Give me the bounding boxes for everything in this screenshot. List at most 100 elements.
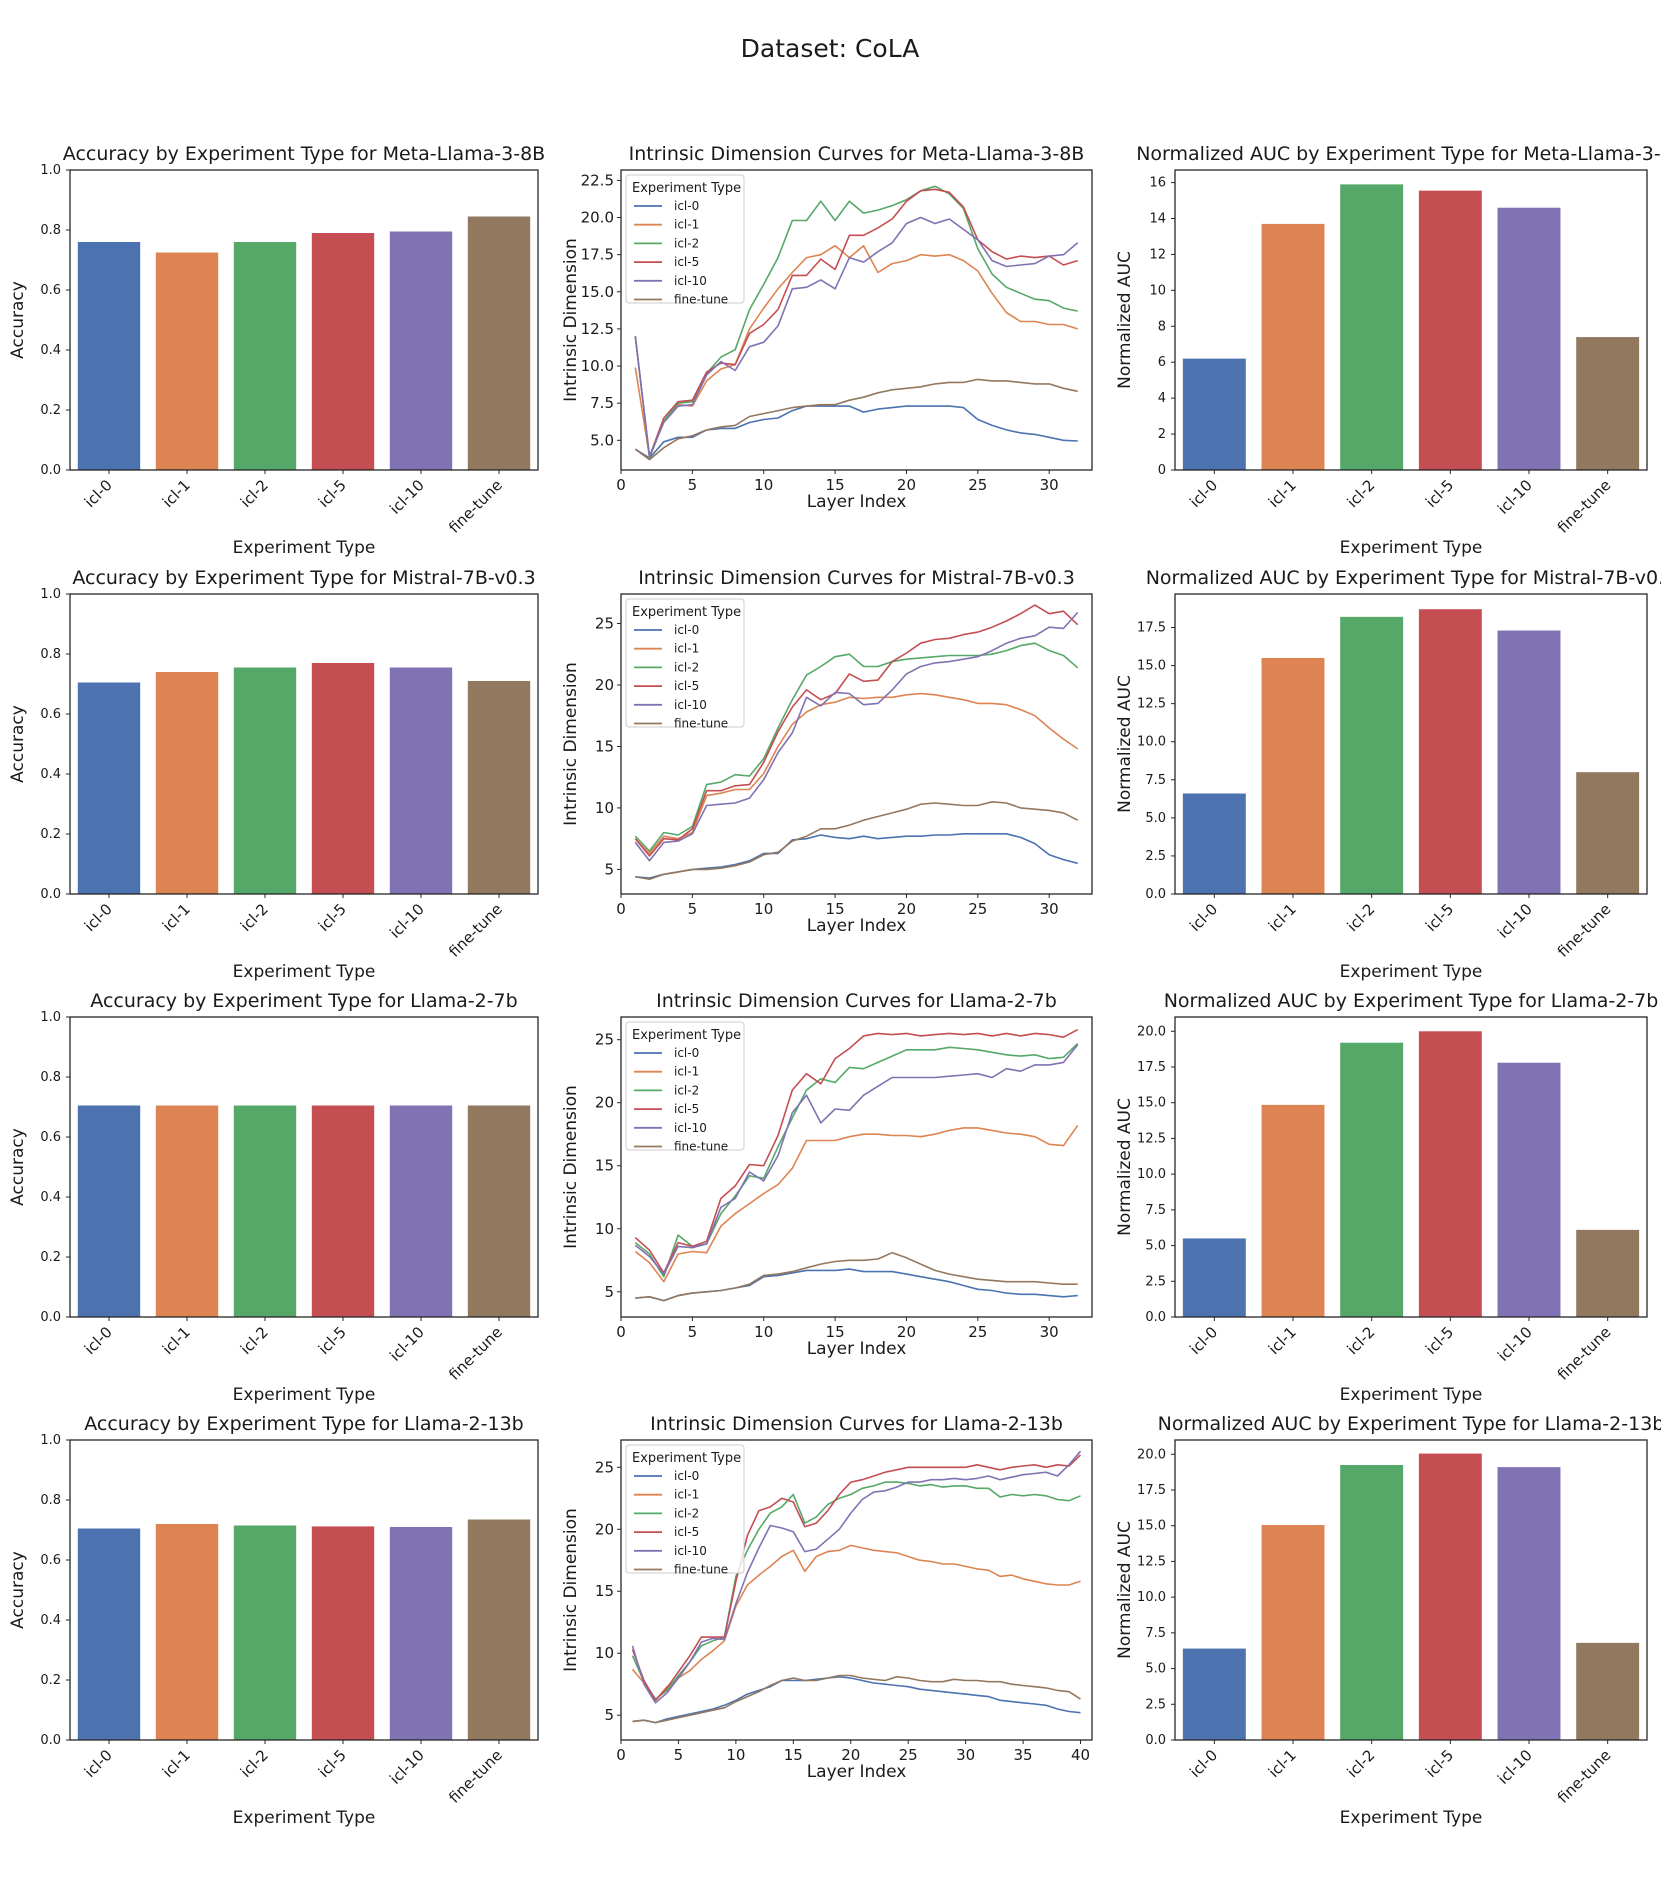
bar-fine-tune [1576,1229,1640,1317]
bar-icl-0 [77,1105,141,1317]
y-axis-label: Normalized AUC [1115,251,1135,389]
x-tick-label: icl-1 [1265,900,1300,935]
legend: Experiment Type icl-0 icl-1 icl-2 icl-5 icl-1… [625,1444,745,1577]
y-tick-label: 10 [595,799,614,817]
bar-icl-10 [1497,1467,1561,1740]
legend-title: Experiment Type [632,1451,741,1466]
x-tick-label: icl-10 [1494,900,1536,942]
y-tick-label: 2.5 [1145,1697,1166,1712]
y-tick-label: 0.0 [40,887,61,902]
legend-box [625,1444,745,1574]
y-tick-label: 0.8 [40,223,61,238]
y-axis-label: Intrinsic Dimension [561,238,581,402]
legend-title: Experiment Type [632,1028,741,1043]
x-tick-label: 20 [897,476,916,494]
x-tick-label: fine-tune [445,1746,506,1807]
bar-icl-10 [389,667,453,894]
y-axis-label: Normalized AUC [1115,1098,1135,1236]
chart-title: Intrinsic Dimension Curves for Llama-2-1… [650,1413,1063,1435]
bar-icl-5 [311,1526,375,1740]
legend-label-icl-5: icl-5 [674,679,699,693]
chart-title: Accuracy by Experiment Type for Meta-Lla… [63,143,545,165]
bar-icl-10 [389,1527,453,1740]
x-tick-label: icl-2 [237,476,272,511]
legend-label-icl-10: icl-10 [674,274,707,288]
bar-icl-10 [1497,207,1561,470]
chart-title: Accuracy by Experiment Type for Llama-2-… [84,1413,524,1435]
bar-icl-5 [311,233,375,470]
legend-label-icl-10: icl-10 [674,1544,707,1558]
x-tick-label: 5 [688,476,698,494]
series-line-fine-tune [635,1251,1078,1302]
x-tick-label: 35 [1014,1746,1033,1764]
x-tick-label: icl-1 [1265,476,1300,511]
chart-title: Accuracy by Experiment Type for Llama-2-… [90,990,517,1012]
bar-icl-5 [311,663,375,894]
bar-icl-5 [311,1105,375,1317]
y-tick-label: 5 [604,1706,614,1724]
bar-icl-1 [1261,657,1325,894]
series-line-icl-5 [634,604,1079,857]
y-axis-label: Normalized AUC [1115,1521,1135,1659]
y-tick-label: 2.5 [1145,849,1166,864]
y-axis-label: Accuracy [8,1551,28,1629]
series-line-icl-2 [631,1481,1081,1700]
bar-icl-0 [1182,1238,1246,1317]
y-tick-label: 0.4 [40,767,61,782]
x-axis-label: Layer Index [807,492,907,512]
bar-icl-2 [1340,1042,1404,1317]
x-tick-label: icl-10 [1494,476,1536,518]
y-tick-label: 25 [595,1458,614,1476]
x-tick-label: 10 [726,1746,745,1764]
x-tick-label: icl-2 [1343,1746,1378,1781]
chart-title: Normalized AUC by Experiment Type for Me… [1136,143,1661,165]
x-axis-label: Experiment Type [233,962,376,982]
x-tick-label: icl-1 [159,1746,194,1781]
bar-chart-11: Normalized AUC by Experiment Type for Ll… [1115,1413,1661,1828]
x-tick-label: 0 [616,476,626,494]
y-tick-label: 7.5 [590,394,614,412]
y-tick-label: 0.0 [1145,1733,1166,1748]
bar-icl-1 [1261,223,1325,470]
series-line-icl-10 [634,611,1079,862]
bar-chart-6: Accuracy by Experiment Type for Llama-2-… [8,990,539,1405]
y-tick-label: 20 [595,1520,614,1538]
bar-chart-5: Normalized AUC by Experiment Type for Mi… [1115,567,1661,982]
x-tick-label: 25 [968,476,987,494]
legend-label-fine-tune: fine-tune [674,1140,728,1154]
x-tick-label: 15 [826,476,845,494]
bar-icl-1 [155,1105,219,1317]
y-tick-label: 0.0 [40,463,61,478]
y-tick-label: 15 [595,1582,614,1600]
x-tick-label: icl-5 [1422,1323,1457,1358]
legend-title: Experiment Type [632,181,741,196]
x-tick-label: 25 [968,1323,987,1341]
bar-icl-1 [1261,1525,1325,1740]
bar-icl-0 [1182,1648,1246,1740]
bar-icl-5 [1418,1453,1482,1740]
bar-fine-tune [1576,337,1640,470]
legend-label-icl-0: icl-0 [674,623,699,637]
line-chart-4-axes-frame [620,593,1093,895]
bar-icl-1 [155,252,219,470]
x-tick-label: 30 [1040,476,1059,494]
y-tick-label: 20 [595,676,614,694]
bar-chart-5-axes-frame [1174,593,1648,895]
y-tick-label: 0.2 [40,827,61,842]
chart-title: Intrinsic Dimension Curves for Mistral-7… [638,567,1075,589]
x-tick-label: fine-tune [1554,1746,1615,1807]
series-line-fine-tune [634,378,1078,461]
bar-chart-0-axes-frame [69,169,539,471]
x-tick-label: icl-2 [237,900,272,935]
bar-chart-9: Accuracy by Experiment Type for Llama-2-… [8,1413,539,1828]
x-tick-label: 15 [784,1746,803,1764]
y-tick-label: 15.0 [581,283,614,301]
chart-title: Intrinsic Dimension Curves for Meta-Llam… [629,143,1085,165]
legend: Experiment Type icl-0 icl-1 icl-2 icl-5 icl-1… [625,1021,745,1154]
x-axis-label: Experiment Type [233,538,376,558]
x-tick-label: icl-10 [1494,1323,1536,1365]
x-tick-label: 5 [688,900,698,918]
series-line-icl-1 [631,1544,1081,1702]
x-tick-label: icl-1 [1265,1746,1300,1781]
y-tick-label: 5.0 [1145,1662,1166,1677]
